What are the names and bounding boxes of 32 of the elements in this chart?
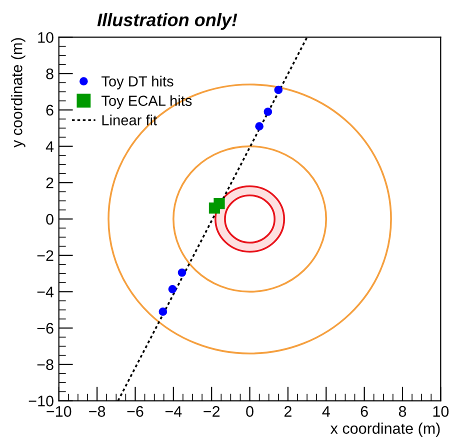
point (178, 268, 186, 277)
point (168, 284, 177, 294)
x-tick-label: −6 (127, 406, 144, 417)
x-tick-label: 2 (284, 406, 292, 417)
x-tick-label: −8 (89, 406, 106, 417)
point (274, 86, 283, 94)
y-tick-label: −6 (37, 322, 54, 334)
point (255, 122, 264, 130)
x-tick-label: 0 (246, 406, 254, 417)
chart-title: Illustration only! (97, 13, 238, 30)
x-tick-label: 10 (433, 406, 449, 417)
x-axis-title: x coordinate (m) (330, 422, 440, 437)
y-tick-label: −2 (37, 250, 54, 261)
y-tick-label: 2 (46, 178, 54, 188)
y-tick-label: 0 (46, 214, 54, 225)
y-tick-label: −4 (37, 286, 54, 298)
y-tick-label: −10 (28, 396, 54, 406)
point (214, 198, 225, 210)
y-axis-title: y coordinate (m) (11, 38, 26, 148)
x-tick-label: 4 (322, 406, 330, 417)
legend-label: Toy DT hits (102, 76, 174, 90)
x-tick-label: −4 (165, 406, 182, 417)
x-tick-label: −2 (204, 406, 220, 417)
y-tick-label: 4 (46, 141, 54, 152)
y-tick-label: 8 (46, 68, 54, 80)
y-tick-label: 10 (38, 32, 54, 43)
y-tick-label: 6 (46, 104, 54, 116)
x-tick-label: 8 (398, 406, 406, 417)
y-tick-label: −8 (37, 359, 54, 370)
point (158, 308, 168, 316)
point (264, 108, 272, 116)
x-tick-label: 6 (360, 406, 368, 417)
